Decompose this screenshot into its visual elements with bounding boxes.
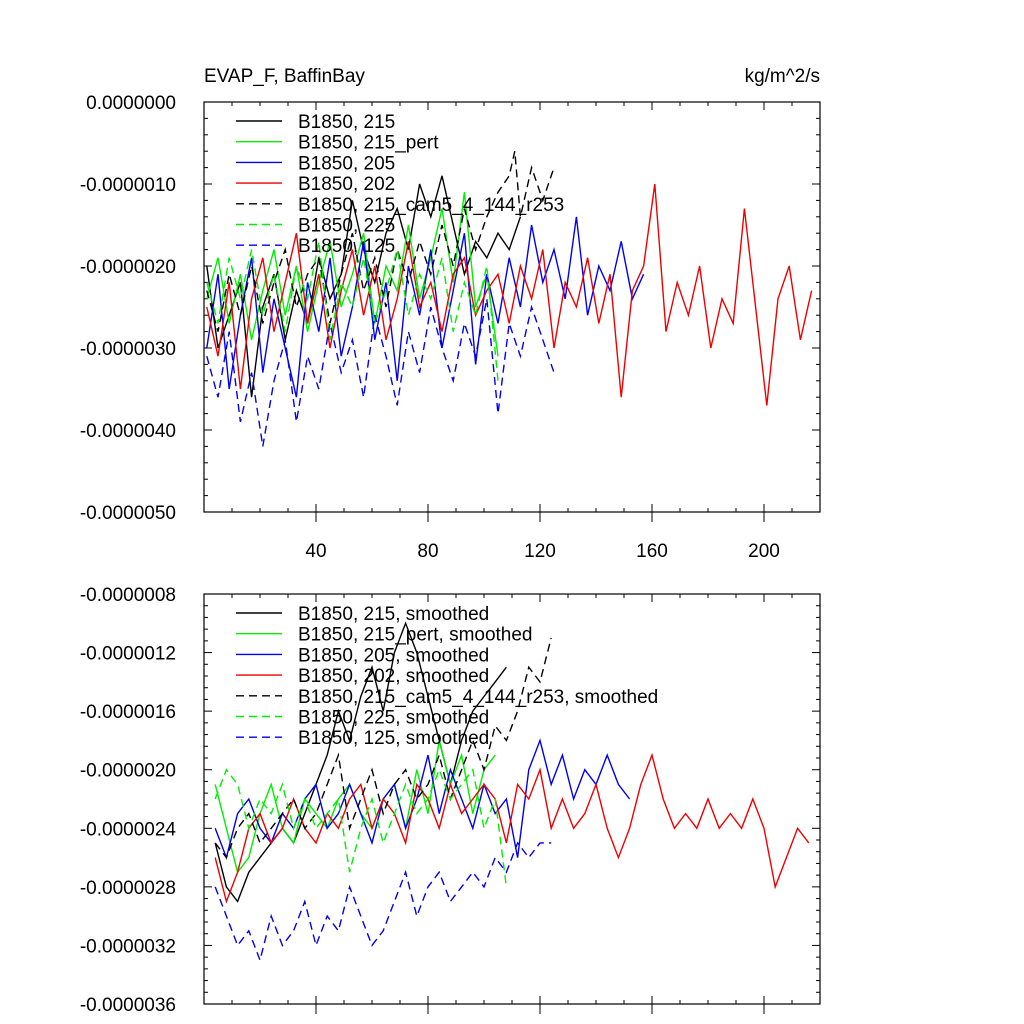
bottom-plot-frame — [203, 593, 821, 1005]
top-axis-ticks — [204, 101, 820, 522]
legend-label: B1850, 205 — [298, 153, 395, 174]
legend-label: B1850, 202 — [298, 174, 395, 195]
top-panel: EVAP_F, BaffinBay kg/m^2/s 0.0000000 -0.0… — [80, 66, 821, 562]
series-line — [214, 767, 508, 887]
bottom-axis-ticks — [204, 593, 820, 1014]
legend-label: B1850, 215_cam5_4_144_r253 — [298, 195, 564, 216]
x-tick-label: 80 — [417, 541, 438, 562]
bottom-series-group — [214, 621, 810, 963]
series-line — [206, 241, 499, 381]
top-x-tick-labels: 40 80 120 160 200 — [305, 541, 779, 562]
y-tick-label: -0.0000040 — [80, 421, 176, 442]
series-line — [214, 621, 507, 903]
top-y-tick-labels: 0.0000000 -0.0000010 -0.0000020 -0.0000030 -… — [80, 93, 176, 524]
y-tick-label: -0.0000024 — [80, 819, 177, 840]
legend-label: B1850, 215 — [298, 112, 395, 133]
legend-label: B1850, 125 — [298, 236, 395, 257]
y-tick-label: -0.0000050 — [80, 503, 176, 524]
series-line — [206, 216, 645, 398]
y-tick-label: -0.0000016 — [80, 702, 176, 723]
series-line — [206, 151, 555, 332]
x-tick-label: 120 — [524, 541, 556, 562]
legend-label: B1850, 205, smoothed — [298, 645, 489, 666]
top-chart-units: kg/m^2/s — [745, 66, 820, 87]
y-tick-label: -0.0000020 — [80, 761, 176, 782]
y-tick-label: -0.0000020 — [80, 257, 176, 278]
y-tick-label: -0.0000010 — [80, 175, 176, 196]
series-line — [206, 192, 499, 357]
x-tick-label: 200 — [748, 541, 780, 562]
legend-label: B1850, 215_pert, smoothed — [298, 625, 533, 646]
y-tick-label: -0.0000008 — [80, 585, 176, 606]
y-tick-label: -0.0000012 — [80, 644, 176, 665]
series-line — [214, 752, 810, 904]
series-line — [214, 738, 631, 860]
bottom-panel: -0.0000008 -0.0000012 -0.0000016 -0.0000020… — [80, 585, 821, 1016]
series-line — [214, 637, 552, 860]
legend-label: B1850, 125, smoothed — [298, 728, 489, 749]
top-chart-title: EVAP_F, BaffinBay — [204, 66, 365, 87]
y-tick-label: -0.0000028 — [80, 878, 176, 899]
series-line — [214, 841, 552, 963]
legend-label: B1850, 225 — [298, 216, 395, 237]
y-tick-label: -0.0000036 — [80, 995, 176, 1016]
legend-label: B1850, 215_cam5_4_144_r253, smoothed — [298, 687, 658, 708]
y-tick-label: -0.0000032 — [80, 936, 176, 957]
legend-label: B1850, 225, smoothed — [298, 708, 489, 729]
bottom-y-tick-labels: -0.0000008 -0.0000012 -0.0000016 -0.0000020… — [80, 585, 177, 1016]
y-tick-label: 0.0000000 — [86, 93, 176, 114]
top-series-group — [206, 151, 813, 447]
series-line — [206, 298, 555, 447]
legend-label: B1850, 215, smoothed — [298, 604, 489, 625]
legend-label: B1850, 202, smoothed — [298, 666, 489, 687]
y-tick-label: -0.0000030 — [80, 339, 176, 360]
x-tick-label: 160 — [636, 541, 668, 562]
x-tick-label: 40 — [305, 541, 326, 562]
legend-label: B1850, 215_pert — [298, 133, 439, 154]
series-line — [206, 183, 813, 406]
